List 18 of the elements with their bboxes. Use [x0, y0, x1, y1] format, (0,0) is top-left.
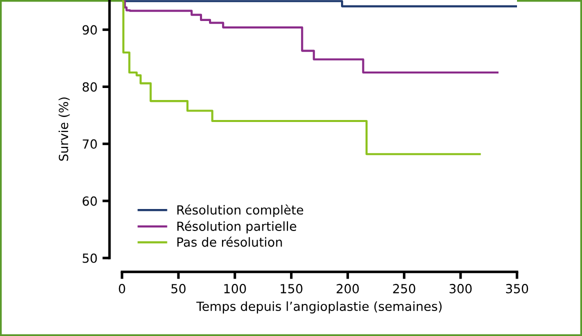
y-tick-label: 90	[82, 25, 97, 35]
x-tick-label: 150	[280, 284, 302, 294]
y-axis-title: Survie (%)	[58, 97, 70, 161]
legend-label: Résolution complète	[177, 204, 304, 218]
y-tick-label: 50	[82, 253, 97, 263]
x-tick-label: 300	[450, 284, 472, 294]
x-tick-label: 50	[171, 284, 186, 294]
legend-label: Résolution partielle	[177, 220, 296, 234]
legend-label: Pas de résolution	[177, 236, 282, 247]
y-tick-label: 60	[82, 196, 97, 206]
y-tick-label: 70	[82, 139, 97, 149]
x-tick-label: 350	[506, 284, 528, 294]
x-tick-label: 250	[393, 284, 416, 294]
x-tick-label: 0	[118, 284, 126, 294]
x-tick-label: 200	[336, 284, 359, 294]
x-axis-title: Temps depuis l’angioplastie (semaines)	[196, 301, 442, 314]
y-tick-label: 80	[82, 82, 97, 92]
x-tick-label: 100	[224, 284, 246, 294]
